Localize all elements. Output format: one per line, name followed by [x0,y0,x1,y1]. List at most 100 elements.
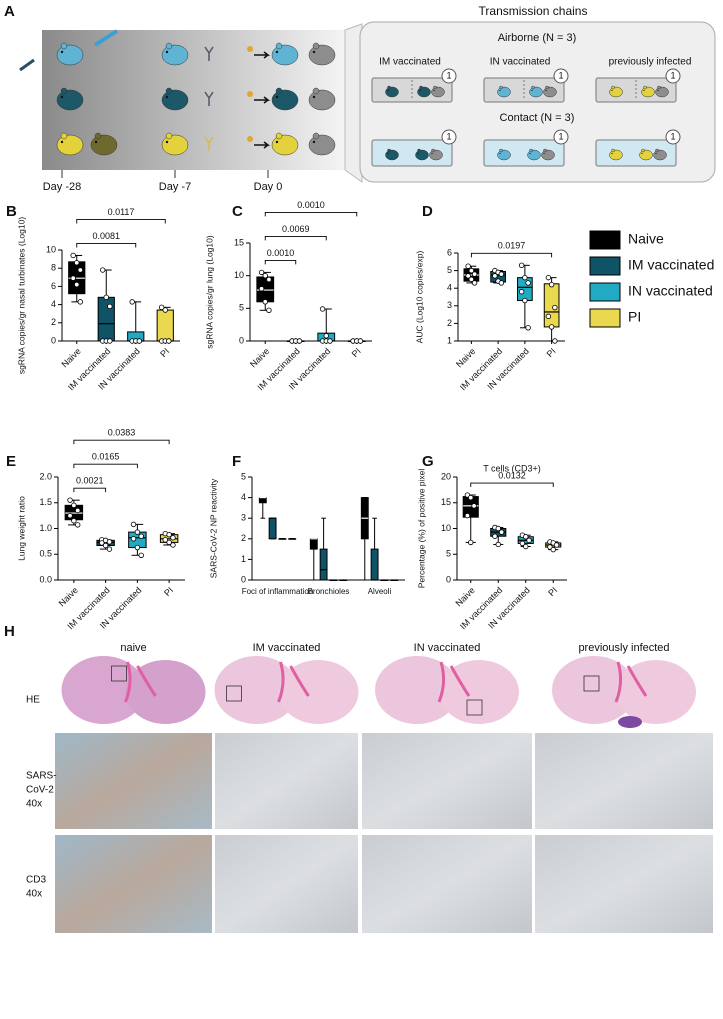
hamster-body [161,44,189,66]
hamster-icon [56,42,84,66]
hamster-ear [387,148,391,153]
y-axis-label: Lung weight ratio [16,496,26,561]
data-point [550,546,556,553]
y-tick-label: 4 [447,283,452,293]
box [370,548,379,581]
hamster-ear [433,85,437,90]
hamster-ear [529,148,533,153]
hamster-icon [385,148,399,161]
lymph-node [618,716,642,728]
hamster-ear [165,42,173,50]
y-tick-label: 3 [241,513,246,523]
virus-icon [247,91,253,97]
row-label: 40x [26,799,42,810]
hamster-icon [308,87,336,111]
hamster-eye [312,95,316,99]
y-tick-label: 5 [239,303,244,313]
data-point [498,271,505,277]
data-point [323,333,329,339]
data-point [471,503,477,509]
p-value: 0.0383 [108,428,136,438]
legend-swatch [589,308,621,328]
data-point [77,299,84,305]
hamster-body [639,149,653,161]
hamster-body [609,149,623,161]
hamster-icon [639,148,653,161]
significance-bracket [73,439,170,445]
hamster-eye [531,89,533,92]
data-point [526,537,532,544]
column-label: IM vaccinated [253,642,321,654]
legend-label: PI [628,309,641,325]
data-point [266,307,272,313]
data-point [525,280,531,286]
hamster-ear [60,42,68,50]
x-tick-label: Bronchioles [308,587,350,596]
data-point [468,276,475,283]
ihc-image [55,733,212,829]
hamster-eye [419,89,421,92]
x-tick-label: Alveoli [368,587,392,596]
hamster-eye [387,152,389,155]
hamster-eye [641,152,643,155]
hamster-eye [165,95,169,99]
hamster-body [653,149,667,161]
data-point [468,539,474,546]
zoom-square [466,699,483,716]
hamster-eye [417,152,419,155]
hamster-body [497,149,511,161]
data-point [523,534,529,540]
data-point [495,525,501,532]
y-tick-label: 1.0 [39,523,52,533]
hamster-eye [499,89,501,92]
virus-icon [247,136,253,142]
hamster-body [385,86,399,98]
data-point [518,262,525,269]
y-tick-label: 10 [441,523,451,533]
hamster-icon [90,132,118,156]
data-point [258,269,265,276]
panel-letter: C [232,203,243,220]
data-point [492,533,498,539]
lung-lobe [616,660,696,724]
zoom-connector [344,23,363,183]
y-tick-label: 5 [447,265,452,275]
data-point [519,540,526,547]
timeline-background [42,30,345,170]
hamster-ear [419,85,423,90]
timeline-label: Day 0 [254,181,283,193]
hamster-eye [60,50,64,54]
y-axis-label: AUC (Log10 copies/exp) [414,251,424,344]
hamster-body [161,89,189,111]
box [309,538,318,550]
data-point [99,267,106,273]
virus-icon [247,46,253,52]
hamster-body [56,89,84,111]
hamster-body [655,86,669,98]
hamster-body [541,149,555,161]
hamster-body [308,89,336,111]
hamster-eye [312,140,316,144]
y-axis-label: Percentage (%) of positive pixel [416,469,426,589]
y-tick-label: 1 [241,554,246,564]
p-value: 0.0010 [297,200,325,210]
badge [441,129,457,145]
needle-icon [19,58,35,72]
hamster-ear [655,148,659,153]
data-point [545,313,552,320]
hamster-ear [417,148,421,153]
hamster-ear [611,85,615,90]
hamster-ear [431,148,435,153]
significance-bracket [76,243,137,248]
data-point [262,299,268,305]
hamster-body [271,134,299,156]
data-point [498,529,505,535]
hamster-body [415,149,429,161]
he-lung-image [552,656,696,728]
badge-number: 1 [670,70,675,80]
hamster-eye [165,50,169,54]
antibody-icon [204,91,214,106]
box [258,497,267,504]
p-value: 0.0081 [92,231,120,241]
hamster-eye [499,152,501,155]
